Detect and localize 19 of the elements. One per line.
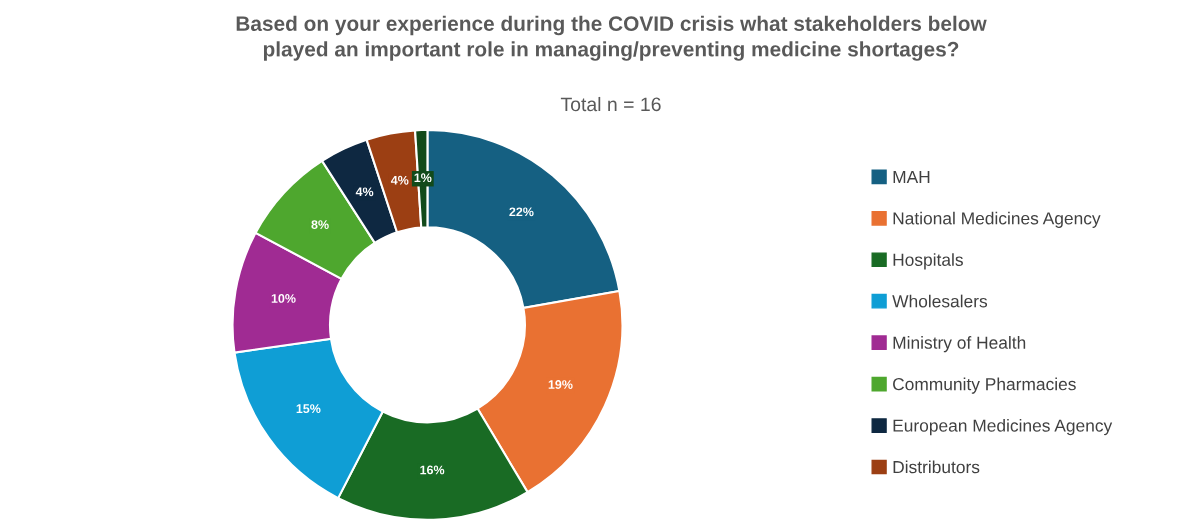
data-label: 22% bbox=[509, 207, 534, 217]
data-label: 1% bbox=[414, 173, 432, 183]
chart-subtitle: Total n = 16 bbox=[560, 96, 661, 112]
data-label: 10% bbox=[271, 294, 296, 303]
chart-title: Based on your experience during the COVID crisis what stakeholders below played an important role in managing/preventing medicine shortages? bbox=[236, 15, 987, 61]
data-label: 4% bbox=[390, 175, 409, 185]
legend-label: MAH bbox=[893, 170, 930, 183]
legend-label: Hospitals bbox=[893, 253, 963, 270]
legend-label: National Medicines Agency bbox=[893, 211, 1101, 228]
data-label: 4% bbox=[355, 187, 374, 197]
legend-label: European Medicines Agency bbox=[893, 419, 1113, 436]
data-label: 8% bbox=[311, 220, 329, 230]
data-label: 15% bbox=[296, 404, 321, 414]
legend-label: Distributors bbox=[893, 460, 980, 474]
data-label: 19% bbox=[548, 380, 573, 389]
data-label: 16% bbox=[420, 465, 445, 475]
legend-label: Wholesalers bbox=[892, 294, 988, 308]
legend-label: Community Pharmacies bbox=[893, 377, 1076, 394]
legend-label: Ministry of Health bbox=[893, 336, 1026, 353]
